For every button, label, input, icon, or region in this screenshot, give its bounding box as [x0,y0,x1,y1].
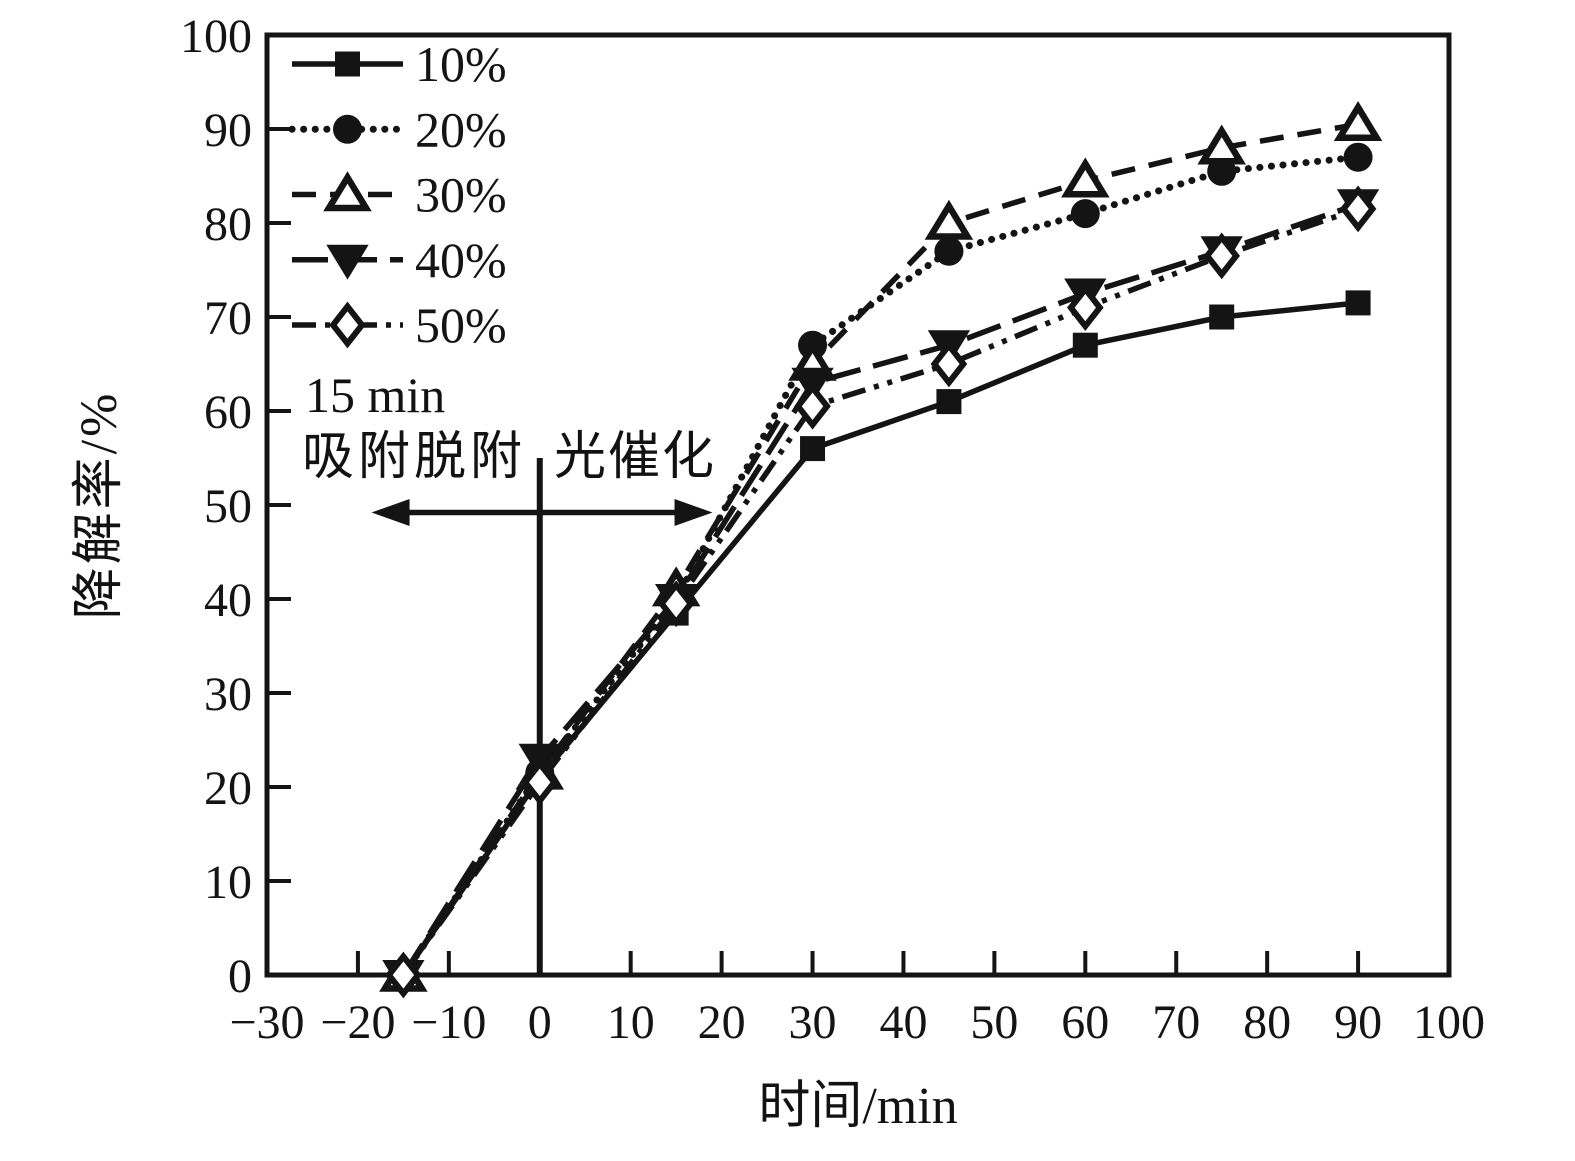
y-tick-label: 90 [204,104,252,157]
x-tick-label: 70 [1152,996,1200,1049]
x-tick-label: −20 [320,996,395,1049]
x-tick-label: 10 [607,996,655,1049]
marker-diamond-open-icon [1203,232,1241,280]
y-tick-label: 60 [204,386,252,439]
marker-diamond-open-icon [521,758,559,806]
marker-diamond-open-icon [385,951,422,999]
marker-triangle-down-filled-icon [326,244,369,280]
x-tick-label: −10 [411,996,486,1049]
x-tick-label: 20 [698,996,746,1049]
x-tick-label: 80 [1243,996,1291,1049]
marker-triangle-up-open-icon [323,171,372,212]
y-tick-label: 50 [204,480,252,533]
marker-diamond-open-icon [794,382,831,430]
legend-label-20-percent: 20% [415,101,507,157]
marker-square-filled-icon [800,436,826,462]
y-tick-label: 40 [204,574,252,627]
legend-label-10-percent: 10% [415,36,507,92]
y-tick-label: 70 [204,292,252,345]
x-tick-label: 60 [1061,996,1109,1049]
x-tick-label: 0 [528,996,552,1049]
x-tick-label: 90 [1334,996,1382,1049]
x-tick-label: −30 [229,996,304,1049]
marker-triangle-up-open-icon [1197,124,1246,165]
legend-label-30-percent: 30% [415,167,507,223]
legend-label-40-percent: 40% [415,232,507,288]
x-tick-label: 30 [789,996,837,1049]
marker-square-filled-icon [1345,290,1371,316]
y-tick-label: 10 [204,856,252,909]
marker-diamond-open-icon [1339,185,1377,233]
marker-circle-filled-icon [1070,199,1100,229]
y-tick-label: 0 [228,950,252,1003]
arrow-right-icon [674,499,713,527]
series-line-10-percent [401,300,1359,977]
marker-triangle-up-open-icon [1061,157,1110,198]
marker-triangle-up-open-icon [1333,101,1383,142]
y-tick-label: 100 [180,10,252,63]
x-axis-title: 时间/min [758,1078,958,1135]
series-line-50-percent [401,206,1359,977]
series-line-40-percent [401,201,1359,977]
marker-diamond-open-icon [1066,284,1104,331]
y-tick-label: 30 [204,668,252,721]
marker-diamond-open-icon [329,301,366,349]
marker-triangle-up-open-icon [924,199,974,240]
annotation-duration: 15 min [305,367,446,423]
x-tick-label: 100 [1413,996,1485,1049]
series-line-20-percent [399,153,1362,979]
marker-square-filled-icon [1072,332,1098,358]
y-tick-label: 80 [204,198,252,251]
legend-label-50-percent: 50% [415,297,507,353]
marker-diamond-open-icon [930,340,968,388]
marker-circle-filled-icon [1343,142,1373,172]
marker-circle-filled-icon [934,236,964,266]
y-tick-label: 20 [204,762,252,815]
y-axis-title: 降解率/% [71,390,128,620]
marker-square-filled-icon [1209,304,1235,330]
marker-circle-filled-icon [333,114,362,144]
marker-diamond-open-icon [657,580,695,628]
annotation-photocatalysis: 光催化 [554,429,717,486]
marker-square-filled-icon [936,389,962,415]
marker-square-filled-icon [335,51,360,77]
arrow-left-icon [371,499,410,527]
x-tick-label: 50 [970,996,1018,1049]
series-line-30-percent [401,121,1359,977]
x-tick-label: 40 [879,996,927,1049]
annotation-adsorption-desorption: 吸附脱附 [302,429,527,486]
